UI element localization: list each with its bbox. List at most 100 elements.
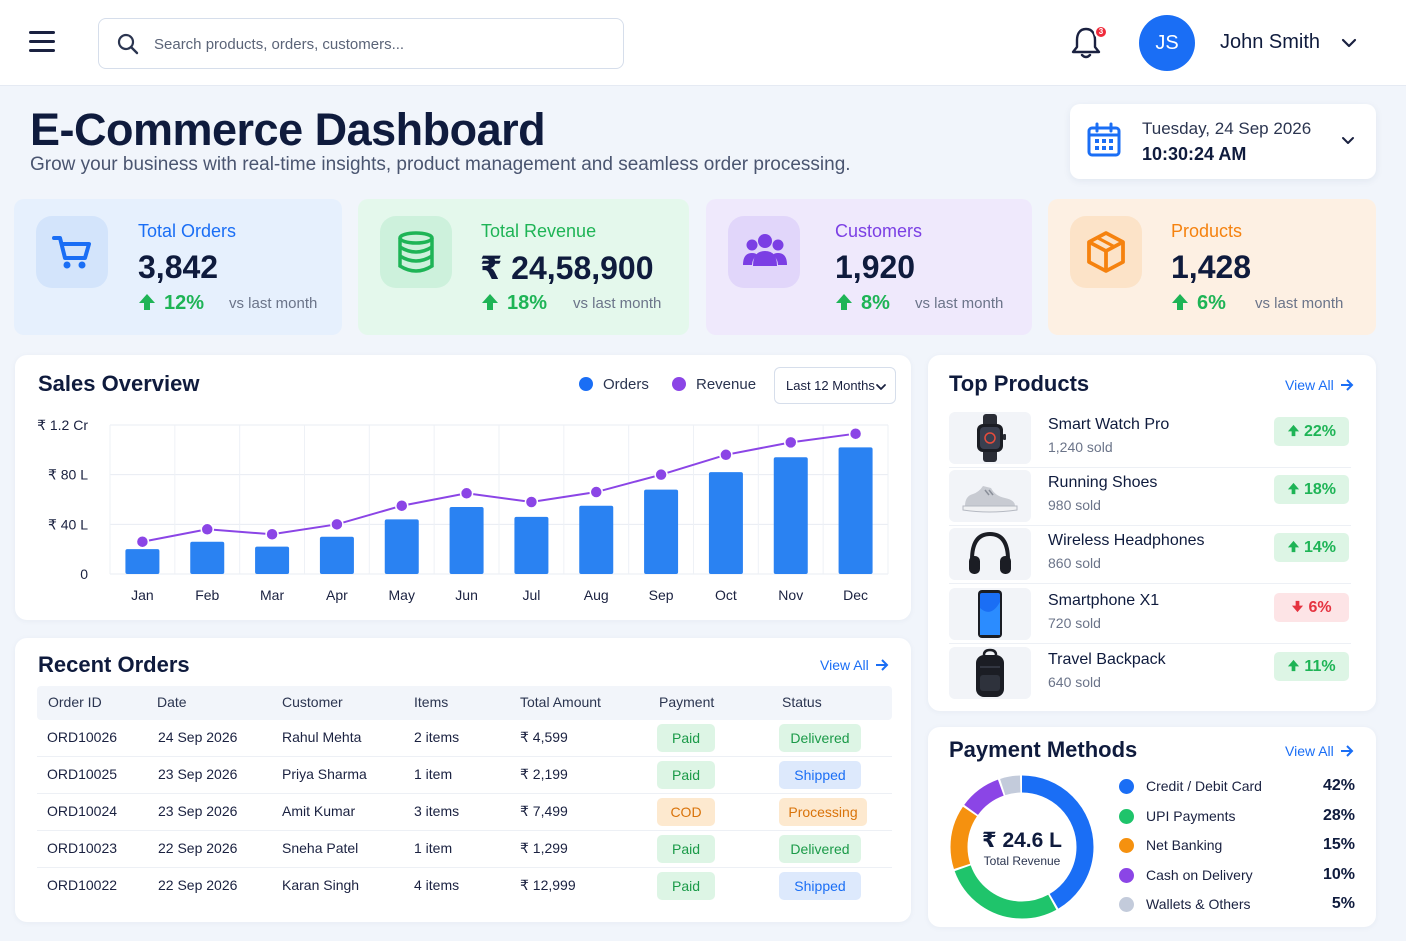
revenue-point (265, 527, 279, 542)
order-date: 22 Sep 2026 (158, 877, 238, 893)
revenue-point (719, 448, 733, 462)
sales-chart: ₹ 1.2 Cr ₹ 80 L ₹ 40 L 0 Jan Feb Mar Apr May Jun J… (37, 417, 889, 603)
stat-card-customers[interactable]: Customers 1,920 8% vs last month (706, 199, 1032, 335)
table-row[interactable]: ORD10022 22 Sep 2026 Karan Singh 4 items… (37, 868, 892, 905)
x-tick-label: Oct (715, 587, 737, 603)
payment-method-item: UPI Payments 28% (1119, 807, 1355, 829)
bar-orders (384, 519, 419, 574)
product-change-badge: 14% (1274, 533, 1349, 562)
arrow-up-icon (482, 294, 498, 310)
list-item[interactable]: Travel Backpack 640 sold 11% (949, 645, 1351, 703)
x-tick-label: Feb (195, 587, 219, 603)
stat-change: 12% (138, 292, 204, 315)
legend-swatch (1119, 868, 1134, 883)
col-date: Date (157, 694, 187, 710)
bar-orders (708, 472, 743, 574)
stat-card-orders[interactable]: Total Orders 3,842 12% vs last month (14, 199, 342, 335)
orders-view-all-link[interactable]: View All (820, 657, 889, 673)
product-thumbnail (949, 470, 1031, 522)
revenue-line (142, 432, 856, 543)
legend-revenue: Revenue (672, 376, 756, 393)
stat-change-value: 6% (1197, 292, 1226, 314)
stat-compare: vs last month (573, 295, 662, 312)
product-thumbnail (949, 412, 1031, 464)
menu-icon[interactable] (29, 31, 55, 53)
payment-badge: Paid (657, 724, 715, 752)
table-row[interactable]: ORD10026 24 Sep 2026 Rahul Mehta 2 items… (37, 720, 892, 757)
stat-card-revenue[interactable]: Total Revenue ₹ 24,58,900 18% vs last mo… (358, 199, 689, 335)
payments-view-all-link[interactable]: View All (1285, 743, 1354, 759)
payment-method-name: Credit / Debit Card (1146, 778, 1262, 794)
date-picker[interactable]: Tuesday, 24 Sep 2026 10:30:24 AM (1070, 104, 1376, 179)
table-row[interactable]: ORD10024 23 Sep 2026 Amit Kumar 3 items … (37, 794, 892, 831)
order-amount: ₹ 4,599 (520, 729, 568, 745)
legend-label: Orders (603, 376, 649, 393)
bar-orders (190, 541, 225, 574)
stat-compare: vs last month (1255, 295, 1344, 312)
range-select[interactable]: Last 12 Months (774, 367, 896, 404)
top-bar: 3 JS John Smith (0, 0, 1406, 86)
notification-bell[interactable]: 3 (1070, 25, 1108, 62)
revenue-point (589, 485, 603, 499)
y-tick-label: ₹ 1.2 Cr (37, 417, 88, 433)
order-id: ORD10022 (47, 877, 118, 893)
search-box[interactable] (98, 18, 624, 69)
top-products-title: Top Products (949, 371, 1090, 396)
table-row[interactable]: ORD10023 22 Sep 2026 Sneha Patel 1 item … (37, 831, 892, 868)
product-thumbnail (949, 588, 1031, 640)
avatar[interactable]: JS (1139, 15, 1195, 71)
product-name: Travel Backpack (1048, 651, 1166, 668)
recent-orders-title: Recent Orders (38, 652, 190, 677)
order-items: 1 item (414, 766, 453, 782)
list-item[interactable]: Smart Watch Pro 1,240 sold 22% (949, 410, 1351, 468)
product-name: Smart Watch Pro (1048, 416, 1170, 433)
legend-swatch (672, 377, 686, 391)
user-name[interactable]: John Smith (1220, 31, 1321, 53)
order-date: 23 Sep 2026 (158, 766, 238, 782)
status-badge: Shipped (779, 872, 861, 900)
revenue-point (654, 467, 668, 482)
product-change: 22% (1303, 423, 1337, 440)
x-tick-label: Jul (522, 587, 540, 603)
headphones-icon (969, 531, 1011, 574)
product-change: 18% (1303, 481, 1337, 498)
order-id: ORD10026 (47, 729, 118, 745)
x-tick-label: Sep (649, 587, 674, 603)
sales-overview-card (15, 355, 911, 620)
product-name: Smartphone X1 (1048, 592, 1160, 609)
donut-total: ₹ 24.6 L (982, 829, 1062, 852)
search-input[interactable] (154, 31, 594, 57)
list-item[interactable]: Running Shoes 980 sold 18% (949, 468, 1351, 526)
order-items: 3 items (414, 803, 460, 819)
payment-methods-title: Payment Methods (949, 737, 1138, 762)
order-items: 1 item (414, 840, 453, 856)
arrow-right-icon (1340, 379, 1354, 391)
payment-method-item: Net Banking 15% (1119, 836, 1355, 858)
notification-badge: 3 (1094, 25, 1108, 39)
legend-orders: Orders (579, 376, 649, 393)
table-row[interactable]: ORD10025 23 Sep 2026 Priya Sharma 1 item… (37, 757, 892, 794)
legend-swatch (1119, 838, 1134, 853)
list-item[interactable]: Smartphone X1 720 sold 6% (949, 586, 1351, 644)
products-view-all-link[interactable]: View All (1285, 377, 1354, 393)
payment-methods-card (928, 727, 1376, 927)
current-date: Tuesday, 24 Sep 2026 (1142, 119, 1312, 138)
calendar-icon (1087, 122, 1121, 157)
y-tick-label: 0 (80, 566, 88, 582)
x-tick-label: Jun (455, 587, 478, 603)
product-change: 14% (1303, 539, 1337, 556)
payment-badge: Paid (657, 761, 715, 789)
x-tick-label: Nov (778, 587, 803, 603)
list-item[interactable]: Wireless Headphones 860 sold 14% (949, 526, 1351, 584)
chevron-down-icon[interactable] (1340, 34, 1358, 52)
order-customer: Amit Kumar (282, 803, 356, 819)
bar-orders (255, 546, 290, 574)
donut-segment (950, 775, 1094, 919)
revenue-point (135, 534, 150, 549)
page-subtitle: Grow your business with real-time insigh… (30, 154, 851, 175)
revenue-point (330, 517, 344, 532)
status-badge: Shipped (779, 761, 861, 789)
stat-card-products[interactable]: Products 1,428 6% vs last month (1048, 199, 1376, 335)
order-date: 24 Sep 2026 (158, 729, 238, 745)
legend-swatch (1119, 897, 1134, 912)
